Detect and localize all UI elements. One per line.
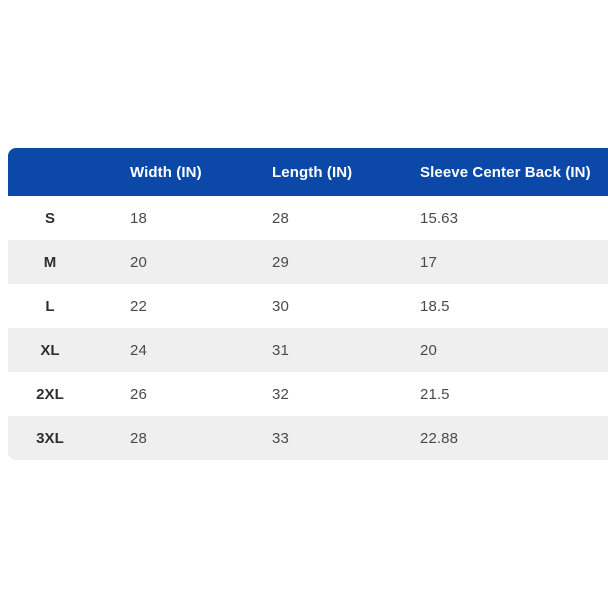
- size-cell: M: [43, 253, 57, 271]
- table-row-3XL: 3XL 28 33 22.88: [8, 416, 608, 460]
- width-cell: 26: [130, 385, 147, 403]
- width-cell: 22: [130, 297, 147, 315]
- table-header-row: Width (IN) Length (IN) Sleeve Center Bac…: [8, 148, 608, 196]
- sleeve-cell: 21.5: [420, 385, 450, 403]
- length-cell: 32: [272, 385, 289, 403]
- size-cell: 2XL: [36, 385, 64, 403]
- size-table-body: S 18 28 15.63 M 20 29 17 L 22 30 18.5 XL 24 31 20 2XL 26 3…: [8, 196, 608, 460]
- length-cell: 30: [272, 297, 289, 315]
- size-cell: XL: [40, 341, 60, 359]
- length-column-header: Length (IN): [272, 163, 353, 181]
- length-cell: 31: [272, 341, 289, 359]
- sleeve-cell: 22.88: [420, 429, 459, 447]
- width-cell: 20: [130, 253, 147, 271]
- width-cell: 18: [130, 209, 147, 227]
- length-cell: 29: [272, 253, 289, 271]
- sleeve-cell: 18.5: [420, 297, 450, 315]
- width-cell: 28: [130, 429, 147, 447]
- sleeve-cell: 17: [420, 253, 437, 271]
- table-row-M: M 20 29 17: [8, 240, 608, 284]
- table-row-L: L 22 30 18.5: [8, 284, 608, 328]
- table-row-XL: XL 24 31 20: [8, 328, 608, 372]
- width-column-header: Width (IN): [130, 163, 202, 181]
- table-row-S: S 18 28 15.63: [8, 196, 608, 240]
- table-row-2XL: 2XL 26 32 21.5: [8, 372, 608, 416]
- length-cell: 33: [272, 429, 289, 447]
- sleeve-column-header: Sleeve Center Back (IN): [420, 163, 591, 181]
- sleeve-cell: 15.63: [420, 209, 459, 227]
- size-cell: 3XL: [36, 429, 64, 447]
- length-cell: 28: [272, 209, 289, 227]
- size-cell: S: [44, 209, 56, 227]
- width-cell: 24: [130, 341, 147, 359]
- sleeve-cell: 20: [420, 341, 437, 359]
- size-cell: L: [45, 297, 55, 315]
- size-chart-table: Width (IN) Length (IN) Sleeve Center Bac…: [8, 148, 608, 460]
